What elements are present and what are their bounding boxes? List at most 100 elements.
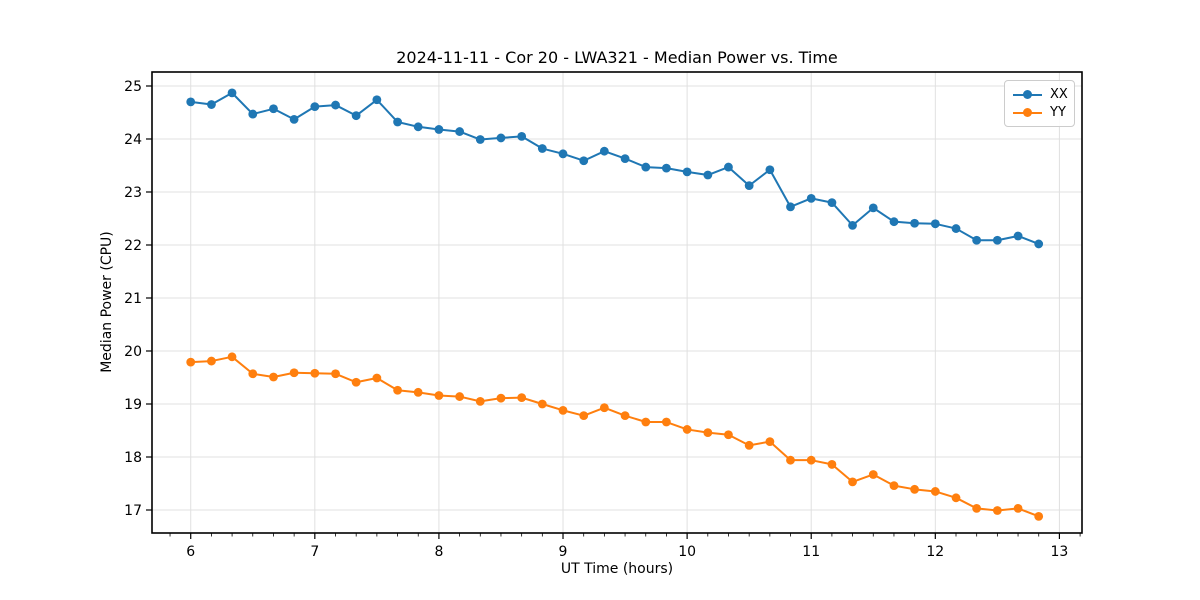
data-point-yy [331,369,340,379]
data-point-yy [972,504,982,513]
data-point-xx [1013,231,1023,241]
data-point-yy [661,417,671,427]
data-point-yy [351,377,361,387]
data-point-yy [207,356,216,366]
data-point-xx [786,202,795,212]
data-point-xx [413,122,423,132]
data-point-yy [558,405,568,415]
data-point-yy [310,368,320,378]
data-point-yy [703,428,713,438]
data-point-yy [248,369,258,379]
x-tick-label: 13 [1050,544,1068,560]
data-point-yy [910,484,919,494]
legend-marker-yy [1013,108,1042,117]
chart-title: 2024-11-11 - Cor 20 - LWA321 - Median Po… [396,48,838,67]
x-tick-label: 8 [434,544,443,560]
data-point-yy [599,403,609,413]
x-tick-label: 9 [559,544,568,560]
data-point-yy [1013,504,1023,513]
plot-spines [151,71,1083,534]
y-tick-label: 19 [124,397,142,413]
data-point-yy [992,506,1002,515]
data-point-xx [868,203,878,213]
data-point-xx [331,100,340,110]
data-point-yy [496,393,506,403]
x-tick-label: 10 [678,544,696,560]
data-point-yy [848,477,857,487]
data-point-xx [227,88,237,98]
data-point-yy [889,481,899,491]
y-axis-label: Median Power (CPU) [99,231,115,373]
x-axis-label: UT Time (hours) [560,561,674,577]
data-point-yy [517,393,527,403]
x-tick-label: 11 [802,544,820,560]
data-point-xx [641,162,651,172]
data-point-yy [393,385,402,395]
data-point-xx [186,97,196,107]
y-tick-label: 18 [124,450,142,466]
data-point-xx [724,162,733,172]
data-point-yy [724,430,733,440]
data-point-xx [248,109,258,119]
data-point-xx [848,220,857,230]
data-point-xx [579,156,589,166]
data-point-yy [765,437,775,447]
data-point-xx [930,219,940,229]
data-point-xx [269,104,278,114]
data-point-yy [1034,511,1044,521]
legend-item-yy: YY [1013,106,1066,119]
data-point-yy [951,493,961,503]
data-point-yy [455,392,465,401]
data-point-xx [310,102,320,112]
data-point-yy [289,368,299,378]
data-point-xx [910,218,919,228]
data-point-yy [413,387,423,397]
data-point-xx [992,235,1002,245]
data-point-yy [434,391,444,400]
legend: XX YY [1004,80,1075,127]
data-point-xx [806,193,816,203]
y-tick-label: 25 [124,79,142,95]
legend-label-xx: XX [1050,87,1068,102]
data-point-yy [641,417,651,427]
data-point-yy [682,425,692,434]
data-point-yy [537,399,547,409]
data-point-yy [827,460,837,469]
data-point-xx [889,217,899,227]
data-point-xx [661,163,671,173]
data-point-xx [827,198,837,207]
data-point-yy [620,411,630,421]
data-point-xx [972,235,982,245]
y-tick-label: 20 [124,344,142,360]
y-tick-label: 23 [124,185,142,201]
data-point-yy [475,396,485,406]
data-point-yy [806,455,816,465]
data-point-xx [620,154,630,164]
data-point-xx [207,100,216,109]
y-tick-label: 24 [124,132,142,148]
data-point-xx [372,95,382,105]
legend-label-yy: YY [1050,105,1066,120]
data-point-yy [269,372,278,382]
data-point-xx [455,127,465,136]
x-tick-label: 7 [310,544,319,560]
data-point-xx [393,117,402,127]
data-point-yy [930,487,940,496]
x-tick-label: 6 [186,544,195,560]
data-point-xx [703,170,713,180]
y-tick-label: 17 [124,503,142,519]
data-point-yy [579,411,589,421]
data-point-xx [558,149,568,159]
data-point-xx [744,181,754,191]
data-point-yy [868,470,878,479]
data-point-xx [599,146,609,156]
legend-marker-xx [1013,90,1042,99]
data-point-yy [227,352,237,362]
data-point-xx [351,111,361,121]
data-point-xx [951,224,961,233]
legend-item-xx: XX [1013,87,1068,102]
data-point-xx [517,131,527,141]
x-tick-label: 12 [926,544,944,560]
data-point-xx [475,135,485,144]
